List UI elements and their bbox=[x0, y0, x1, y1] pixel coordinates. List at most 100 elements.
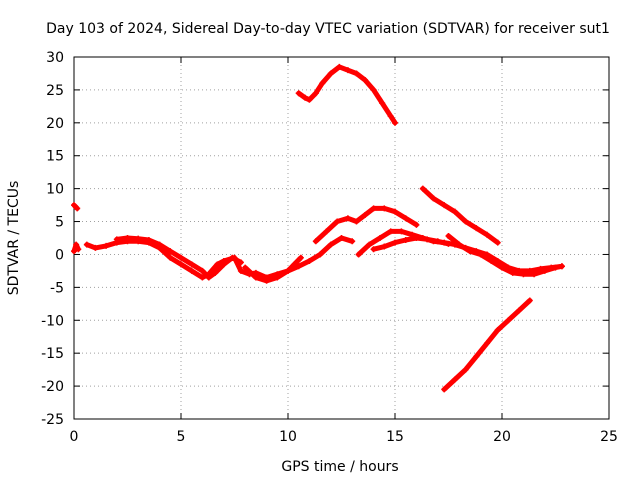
x-tick-label: 0 bbox=[70, 429, 79, 445]
data-point bbox=[494, 327, 501, 334]
data-point bbox=[75, 246, 82, 253]
data-point bbox=[392, 119, 398, 126]
data-point bbox=[327, 241, 334, 248]
y-tick-label: 10 bbox=[46, 182, 64, 198]
y-tick-label: -15 bbox=[41, 346, 64, 362]
data-point bbox=[362, 77, 369, 84]
data-point bbox=[484, 231, 491, 238]
data-point bbox=[456, 241, 463, 248]
data-point bbox=[344, 215, 351, 222]
y-axis-label: SDTVAR / TECUs bbox=[6, 181, 22, 296]
data-point bbox=[124, 235, 131, 241]
data-point bbox=[71, 248, 77, 255]
data-point bbox=[252, 274, 259, 281]
data-point bbox=[205, 274, 212, 281]
data-point bbox=[199, 267, 206, 274]
series-arc-4 bbox=[113, 235, 244, 281]
data-point bbox=[531, 271, 538, 278]
data-point bbox=[199, 274, 206, 281]
data-point bbox=[334, 218, 341, 225]
x-tick-label: 15 bbox=[386, 429, 404, 445]
data-point bbox=[366, 241, 373, 248]
data-point bbox=[237, 267, 244, 274]
data-point bbox=[462, 366, 469, 373]
data-point bbox=[488, 258, 495, 265]
x-tick-label: 20 bbox=[493, 429, 511, 445]
data-point bbox=[505, 317, 512, 324]
data-point bbox=[344, 67, 351, 74]
data-point bbox=[387, 228, 394, 235]
data-point bbox=[392, 239, 398, 246]
series-arc-5 bbox=[242, 254, 304, 284]
data-point bbox=[297, 254, 304, 261]
data-point bbox=[477, 251, 484, 258]
data-point bbox=[302, 94, 309, 101]
data-point bbox=[370, 246, 377, 253]
data-point bbox=[473, 225, 480, 232]
grid bbox=[74, 57, 609, 419]
data-point bbox=[336, 63, 343, 70]
data-point bbox=[451, 376, 458, 383]
x-tick-label: 10 bbox=[279, 429, 297, 445]
data-point bbox=[317, 251, 324, 258]
data-point bbox=[319, 80, 326, 87]
data-point bbox=[419, 185, 426, 192]
chart-title: Day 103 of 2024, Sidereal Day-to-day VTE… bbox=[46, 21, 610, 37]
data-point bbox=[445, 233, 452, 240]
y-tick-label: 20 bbox=[46, 116, 64, 132]
data-point bbox=[188, 261, 195, 268]
data-point bbox=[451, 208, 458, 215]
series-arc-8 bbox=[355, 228, 565, 274]
series-trace bbox=[84, 235, 355, 280]
data-point bbox=[494, 239, 501, 246]
series-arc-10 bbox=[419, 185, 501, 246]
y-tick-label: -5 bbox=[50, 280, 64, 296]
data-point bbox=[441, 202, 448, 209]
data-point bbox=[402, 215, 409, 222]
data-point bbox=[263, 277, 270, 284]
data-point bbox=[387, 113, 394, 120]
data-point bbox=[558, 263, 565, 270]
data-point bbox=[484, 340, 491, 347]
data-point bbox=[220, 261, 227, 268]
data-point bbox=[188, 267, 195, 274]
data-point bbox=[167, 248, 174, 255]
data-point bbox=[71, 202, 77, 209]
y-tick-label: 15 bbox=[46, 149, 64, 165]
data-point bbox=[83, 241, 90, 248]
data-point bbox=[327, 70, 334, 77]
data-point bbox=[355, 251, 362, 258]
data-point bbox=[103, 242, 110, 249]
data-point bbox=[520, 271, 527, 278]
y-tick-label: 30 bbox=[46, 50, 64, 66]
data-point bbox=[229, 254, 236, 261]
data-point bbox=[398, 228, 405, 235]
data-series bbox=[71, 63, 565, 393]
data-point bbox=[413, 235, 420, 241]
y-tick-label: 0 bbox=[55, 247, 64, 263]
data-point bbox=[135, 235, 142, 242]
data-point bbox=[295, 263, 302, 270]
data-point bbox=[353, 218, 360, 225]
data-point bbox=[306, 96, 313, 103]
data-point bbox=[466, 248, 473, 255]
data-point bbox=[73, 241, 80, 248]
data-point bbox=[178, 254, 184, 261]
y-tick-label: -25 bbox=[41, 412, 64, 428]
data-point bbox=[178, 261, 184, 268]
data-point bbox=[434, 238, 441, 245]
data-point bbox=[214, 261, 221, 268]
data-point bbox=[323, 228, 330, 235]
y-tick-label: -10 bbox=[41, 313, 64, 329]
data-point bbox=[362, 211, 369, 218]
data-point bbox=[274, 274, 281, 281]
series-trace bbox=[356, 228, 565, 274]
data-point bbox=[424, 236, 431, 243]
data-point bbox=[370, 86, 377, 93]
data-point bbox=[445, 240, 452, 247]
data-point bbox=[381, 243, 388, 250]
series-trace bbox=[296, 64, 398, 126]
data-point bbox=[295, 90, 302, 97]
plot-frame bbox=[73, 56, 610, 420]
